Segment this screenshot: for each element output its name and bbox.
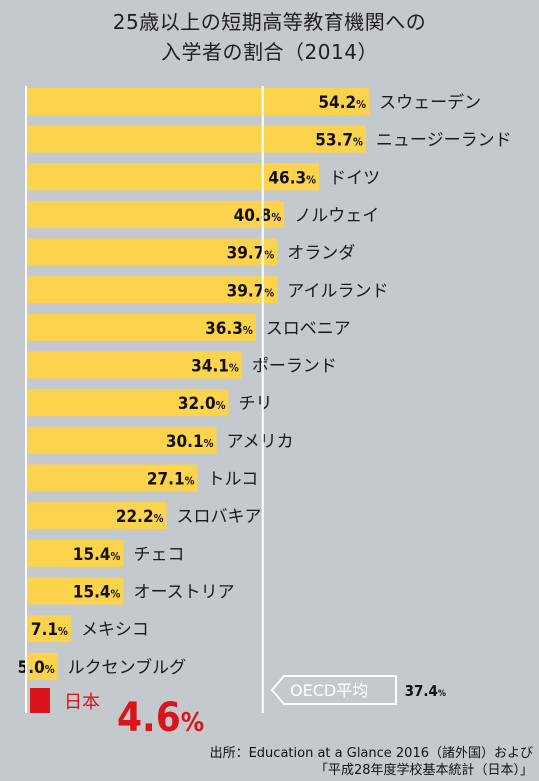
bar-value-label: 5.0% — [18, 658, 55, 678]
bar-value-label: 53.7% — [315, 131, 363, 151]
source-line2: 「平成28年度学校基本統計（日本）」 — [314, 763, 533, 778]
bar-7 — [26, 313, 256, 341]
oecd-average-name: OECD平均 — [290, 681, 368, 700]
bar-category-label: スロバキア — [177, 507, 262, 527]
bar-10 — [26, 426, 217, 454]
chart-title-line1: 25歳以上の短期高等教育機関への — [112, 10, 427, 34]
bar-15 — [26, 615, 71, 643]
bar-6 — [26, 276, 278, 304]
bar-value-label: 7.1% — [31, 620, 68, 640]
bar-category-label: スロベニア — [266, 319, 351, 339]
chart-title-line2: 入学者の割合（2014） — [161, 40, 378, 64]
bar-4 — [26, 200, 285, 228]
bar-value-label: 39.7% — [227, 244, 275, 264]
bar-category-label: メキシコ — [81, 620, 149, 640]
bar-9 — [26, 389, 229, 417]
bar-category-label: オーストリア — [133, 582, 234, 602]
bar-14 — [26, 577, 124, 605]
bar-value-label: 22.2% — [116, 507, 164, 527]
bar-value-label: 39.7% — [227, 281, 275, 301]
bar-16 — [26, 652, 58, 680]
bar-value-label: 36.3% — [205, 319, 253, 339]
bar-category-label: ドイツ — [329, 168, 380, 188]
bar-1 — [26, 88, 370, 115]
bar-value-label: 34.1% — [191, 357, 239, 377]
bar-13 — [26, 539, 124, 567]
bar-category-label: チリ — [239, 394, 273, 414]
bar-value-label: 15.4% — [73, 582, 121, 602]
japan-value-label: 4.6% — [117, 695, 204, 741]
japan-category-label: 日本 — [64, 692, 100, 713]
bar-value-label: 15.4% — [73, 545, 121, 565]
bar-5 — [26, 238, 278, 266]
bar-value-label: 32.0% — [178, 394, 226, 414]
oecd-average-value: 37.4% — [405, 682, 446, 700]
japan-marker — [30, 688, 50, 713]
bar-category-label: トルコ — [208, 470, 259, 490]
bar-8 — [26, 351, 242, 379]
bar-value-label: 30.1% — [166, 432, 214, 452]
bar-category-label: スウェーデン — [379, 92, 481, 113]
bar-category-label: チェコ — [133, 545, 184, 565]
bar-category-label: アイルランド — [287, 281, 388, 301]
bar-category-label: ニュージーランド — [376, 131, 512, 151]
source-line1: 出所：Education at a Glance 2016（諸外国）および — [209, 746, 533, 761]
bar-3 — [26, 163, 320, 191]
bar-category-label: ポーランド — [252, 357, 337, 377]
bar-category-label: オランダ — [287, 244, 355, 264]
bar-value-label: 54.2% — [318, 93, 366, 113]
bar-category-label: ノルウェイ — [294, 206, 379, 226]
oecd-average-tag — [270, 675, 397, 705]
bar-category-label: アメリカ — [227, 432, 294, 452]
bar-12 — [26, 502, 167, 530]
bar-2 — [26, 125, 366, 153]
bar-value-label: 46.3% — [268, 168, 316, 188]
bar-category-label: ルクセンブルグ — [68, 657, 186, 678]
bar-value-label: 27.1% — [147, 470, 195, 490]
bar-11 — [26, 464, 198, 492]
